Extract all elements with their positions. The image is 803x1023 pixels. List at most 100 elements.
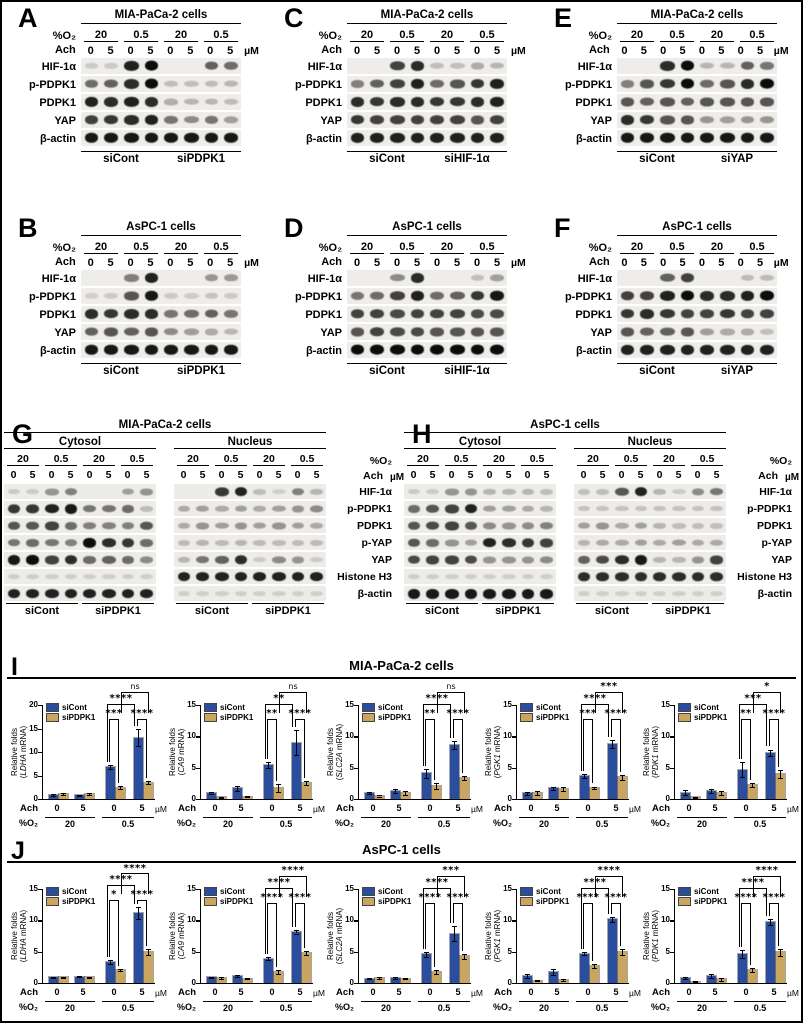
- bar-sipdpk1: [215, 977, 227, 984]
- protein-band: [121, 573, 134, 580]
- sig-bracket-drop: [109, 719, 111, 762]
- y-tick-mark: [670, 951, 674, 953]
- ach-value: 5: [396, 987, 402, 997]
- blot-strip: [4, 552, 156, 567]
- error-bar-cap: [708, 978, 714, 979]
- error-bar-cap: [50, 795, 56, 797]
- protein-band: [577, 590, 590, 597]
- legend-label: siCont: [536, 702, 561, 712]
- protein-band: [596, 555, 609, 564]
- protein-band: [291, 505, 304, 512]
- chart-I-LDHA: Relative folds (LDHA mRNA) 0 5 10 15 20 siCont s…: [8, 679, 167, 839]
- ach-value: 0: [269, 803, 275, 813]
- bar-sicont: [679, 977, 691, 984]
- bar-sipdpk1: [300, 781, 312, 801]
- ach-value: 5: [771, 803, 777, 813]
- protein-band: [760, 274, 774, 281]
- protein-band: [196, 539, 209, 546]
- blot-row: HIF-1α: [540, 269, 799, 286]
- blot-strip: [617, 323, 777, 340]
- y-tick-label: 5: [349, 946, 354, 956]
- protein-band: [430, 344, 444, 356]
- protein-band: [490, 308, 504, 319]
- blot-row: Cytosol Nucleus: [404, 436, 799, 452]
- y-tick-mark: [512, 799, 516, 801]
- blot-strip: [404, 569, 556, 584]
- plot-area: [516, 705, 629, 801]
- error-bar-cap: [60, 976, 66, 978]
- protein-band: [501, 588, 516, 599]
- error-bar-cap: [218, 977, 224, 979]
- protein-band: [540, 573, 553, 580]
- ach-value: 5: [455, 803, 461, 813]
- lanes-area: [4, 535, 326, 550]
- blot-row: β-actin: [4, 341, 270, 358]
- ach-value: 5: [679, 44, 686, 57]
- ach-value: 0: [427, 987, 433, 997]
- protein-band: [204, 273, 218, 282]
- sig-label: ****: [446, 708, 470, 719]
- legend-item: siCont: [362, 886, 403, 896]
- sig-bracket: [437, 692, 465, 693]
- error-bar-cap: [60, 793, 66, 795]
- bar-sipdpk1: [616, 776, 628, 800]
- ach-value: 0: [86, 469, 93, 481]
- protein-band: [196, 522, 209, 529]
- o2-value: 0.5: [390, 29, 424, 42]
- error-bar-cap: [560, 980, 566, 982]
- sig-bracket-drop: [279, 692, 281, 713]
- blot-row: Ach 0 5 0 5 0 5 0 5 µM: [4, 256, 270, 269]
- error-bar-cap: [107, 769, 113, 771]
- o2-group: 0.5: [418, 817, 470, 829]
- ach-label: Ach: [363, 470, 383, 483]
- blot-row: YAP: [270, 111, 540, 128]
- protein-band: [7, 488, 20, 495]
- sig-bracket: [425, 719, 435, 720]
- error-bar-cap: [218, 797, 224, 799]
- protein-band: [121, 588, 134, 599]
- protein-band: [123, 96, 139, 107]
- y-tick-mark: [670, 920, 674, 922]
- error-bar-cap: [117, 789, 123, 791]
- blot-strip: [174, 518, 326, 533]
- error-bar: [137, 729, 139, 747]
- sig-bracket-drop: [134, 884, 136, 904]
- bar-sicont: [47, 793, 59, 801]
- sig-bracket-drop: [620, 903, 622, 947]
- error-bar-cap: [461, 779, 467, 781]
- ach-value: 0: [660, 44, 667, 57]
- error-bar-cap: [275, 973, 281, 975]
- y-tick-label: 5: [191, 762, 196, 772]
- o2-row: 20 0.5 20 0.5: [347, 237, 507, 255]
- protein-band: [430, 62, 444, 69]
- y-axis-label-line1: Relative folds: [484, 727, 493, 777]
- protein-band: [104, 308, 118, 319]
- error-bar-cap: [303, 784, 309, 786]
- o2-group: 20: [427, 237, 467, 255]
- protein-label: Histone H3: [337, 571, 392, 584]
- protein-band: [183, 115, 199, 124]
- y-tick-mark: [38, 983, 42, 985]
- protein-band: [389, 308, 405, 319]
- protein-band: [389, 132, 405, 143]
- protein-band: [83, 555, 96, 564]
- protein-label: β-actin: [357, 588, 392, 601]
- error-bar-cap: [534, 794, 540, 796]
- sig-label: ****: [569, 693, 621, 704]
- chart-J-CA9: Relative folds (CA9 mRNA) 0 5 10 15 siCont siPD…: [166, 863, 325, 1021]
- blot-strip: [4, 535, 156, 550]
- y-tick-mark: [196, 736, 200, 738]
- bar-sicont: [262, 957, 274, 985]
- o2-group: 0.5: [215, 453, 247, 466]
- protein-band: [640, 132, 654, 143]
- fraction-panels-grid: G MIA-PaCa-2 cells Cytosol Nucleus 20 0.5 20 0.…: [4, 417, 799, 655]
- chart-panel-J: J AsPC-1 cells Relative folds (LDHA mRNA)…: [4, 837, 799, 1021]
- error-bar-cap: [524, 794, 530, 796]
- y-tick-label: 0: [191, 794, 196, 803]
- protein-band: [680, 272, 694, 283]
- o2-value: 20: [700, 29, 734, 42]
- y-tick-mark: [512, 889, 516, 891]
- protein-band: [430, 327, 444, 337]
- y-tick-mark: [512, 920, 516, 922]
